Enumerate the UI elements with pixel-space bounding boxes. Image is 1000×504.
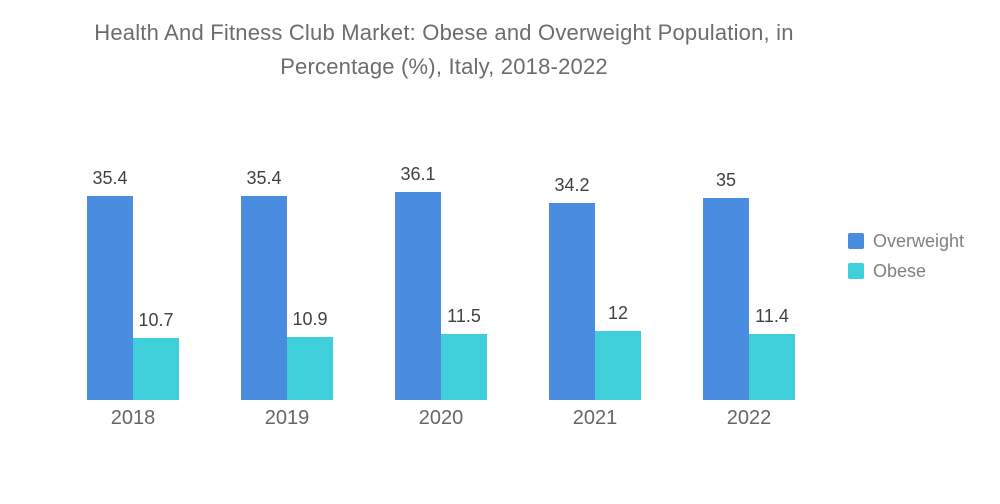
obese-color-swatch <box>848 263 864 279</box>
x-axis-label: 2021 <box>572 407 618 429</box>
bar-obese <box>595 331 641 400</box>
overweight-color-swatch <box>848 233 864 249</box>
bar-group: 34.2 12 2021 <box>549 150 641 429</box>
bar-group: 35 11.4 2022 <box>703 150 795 429</box>
value-label-obese: 10.9 <box>292 309 328 329</box>
value-label-overweight: 35.4 <box>92 168 128 188</box>
bar-overweight <box>703 198 749 400</box>
bar-group: 35.4 10.9 2019 <box>241 150 333 429</box>
bar-overweight <box>87 196 133 400</box>
bar-overweight <box>241 196 287 400</box>
chart-title: Health And Fitness Club Market: Obese an… <box>0 16 888 84</box>
chart-title-line-1: Health And Fitness Club Market: Obese an… <box>94 20 794 45</box>
bar-group: 36.1 11.5 2020 <box>395 150 487 429</box>
bar-overweight <box>395 192 441 400</box>
bar-obese <box>287 337 333 400</box>
value-label-obese: 11.4 <box>755 306 789 326</box>
value-label-obese: 11.5 <box>447 306 481 326</box>
bar-obese <box>133 338 179 400</box>
value-label-overweight: 35.4 <box>246 168 282 188</box>
x-axis-label: 2018 <box>110 407 156 429</box>
legend-item-obese: Obese <box>848 261 964 281</box>
bar-group: 35.4 10.7 2018 <box>87 150 179 429</box>
x-axis-label: 2022 <box>726 407 772 429</box>
bar-overweight <box>549 203 595 400</box>
x-axis-label: 2020 <box>418 407 464 429</box>
legend-label-overweight: Overweight <box>873 231 965 251</box>
chart-title-line-2: Percentage (%), Italy, 2018-2022 <box>280 54 608 79</box>
value-label-obese: 12 <box>607 303 629 323</box>
value-label-overweight: 35 <box>715 170 737 190</box>
legend-label-obese: Obese <box>873 261 927 281</box>
x-axis-label: 2019 <box>264 407 310 429</box>
bar-obese <box>441 334 487 400</box>
value-label-overweight: 36.1 <box>400 164 436 184</box>
value-label-overweight: 34.2 <box>554 175 590 195</box>
bar-obese <box>749 334 795 400</box>
legend-item-overweight: Overweight <box>848 231 965 251</box>
legend: Overweight Obese <box>848 231 965 293</box>
value-label-obese: 10.7 <box>138 310 174 330</box>
